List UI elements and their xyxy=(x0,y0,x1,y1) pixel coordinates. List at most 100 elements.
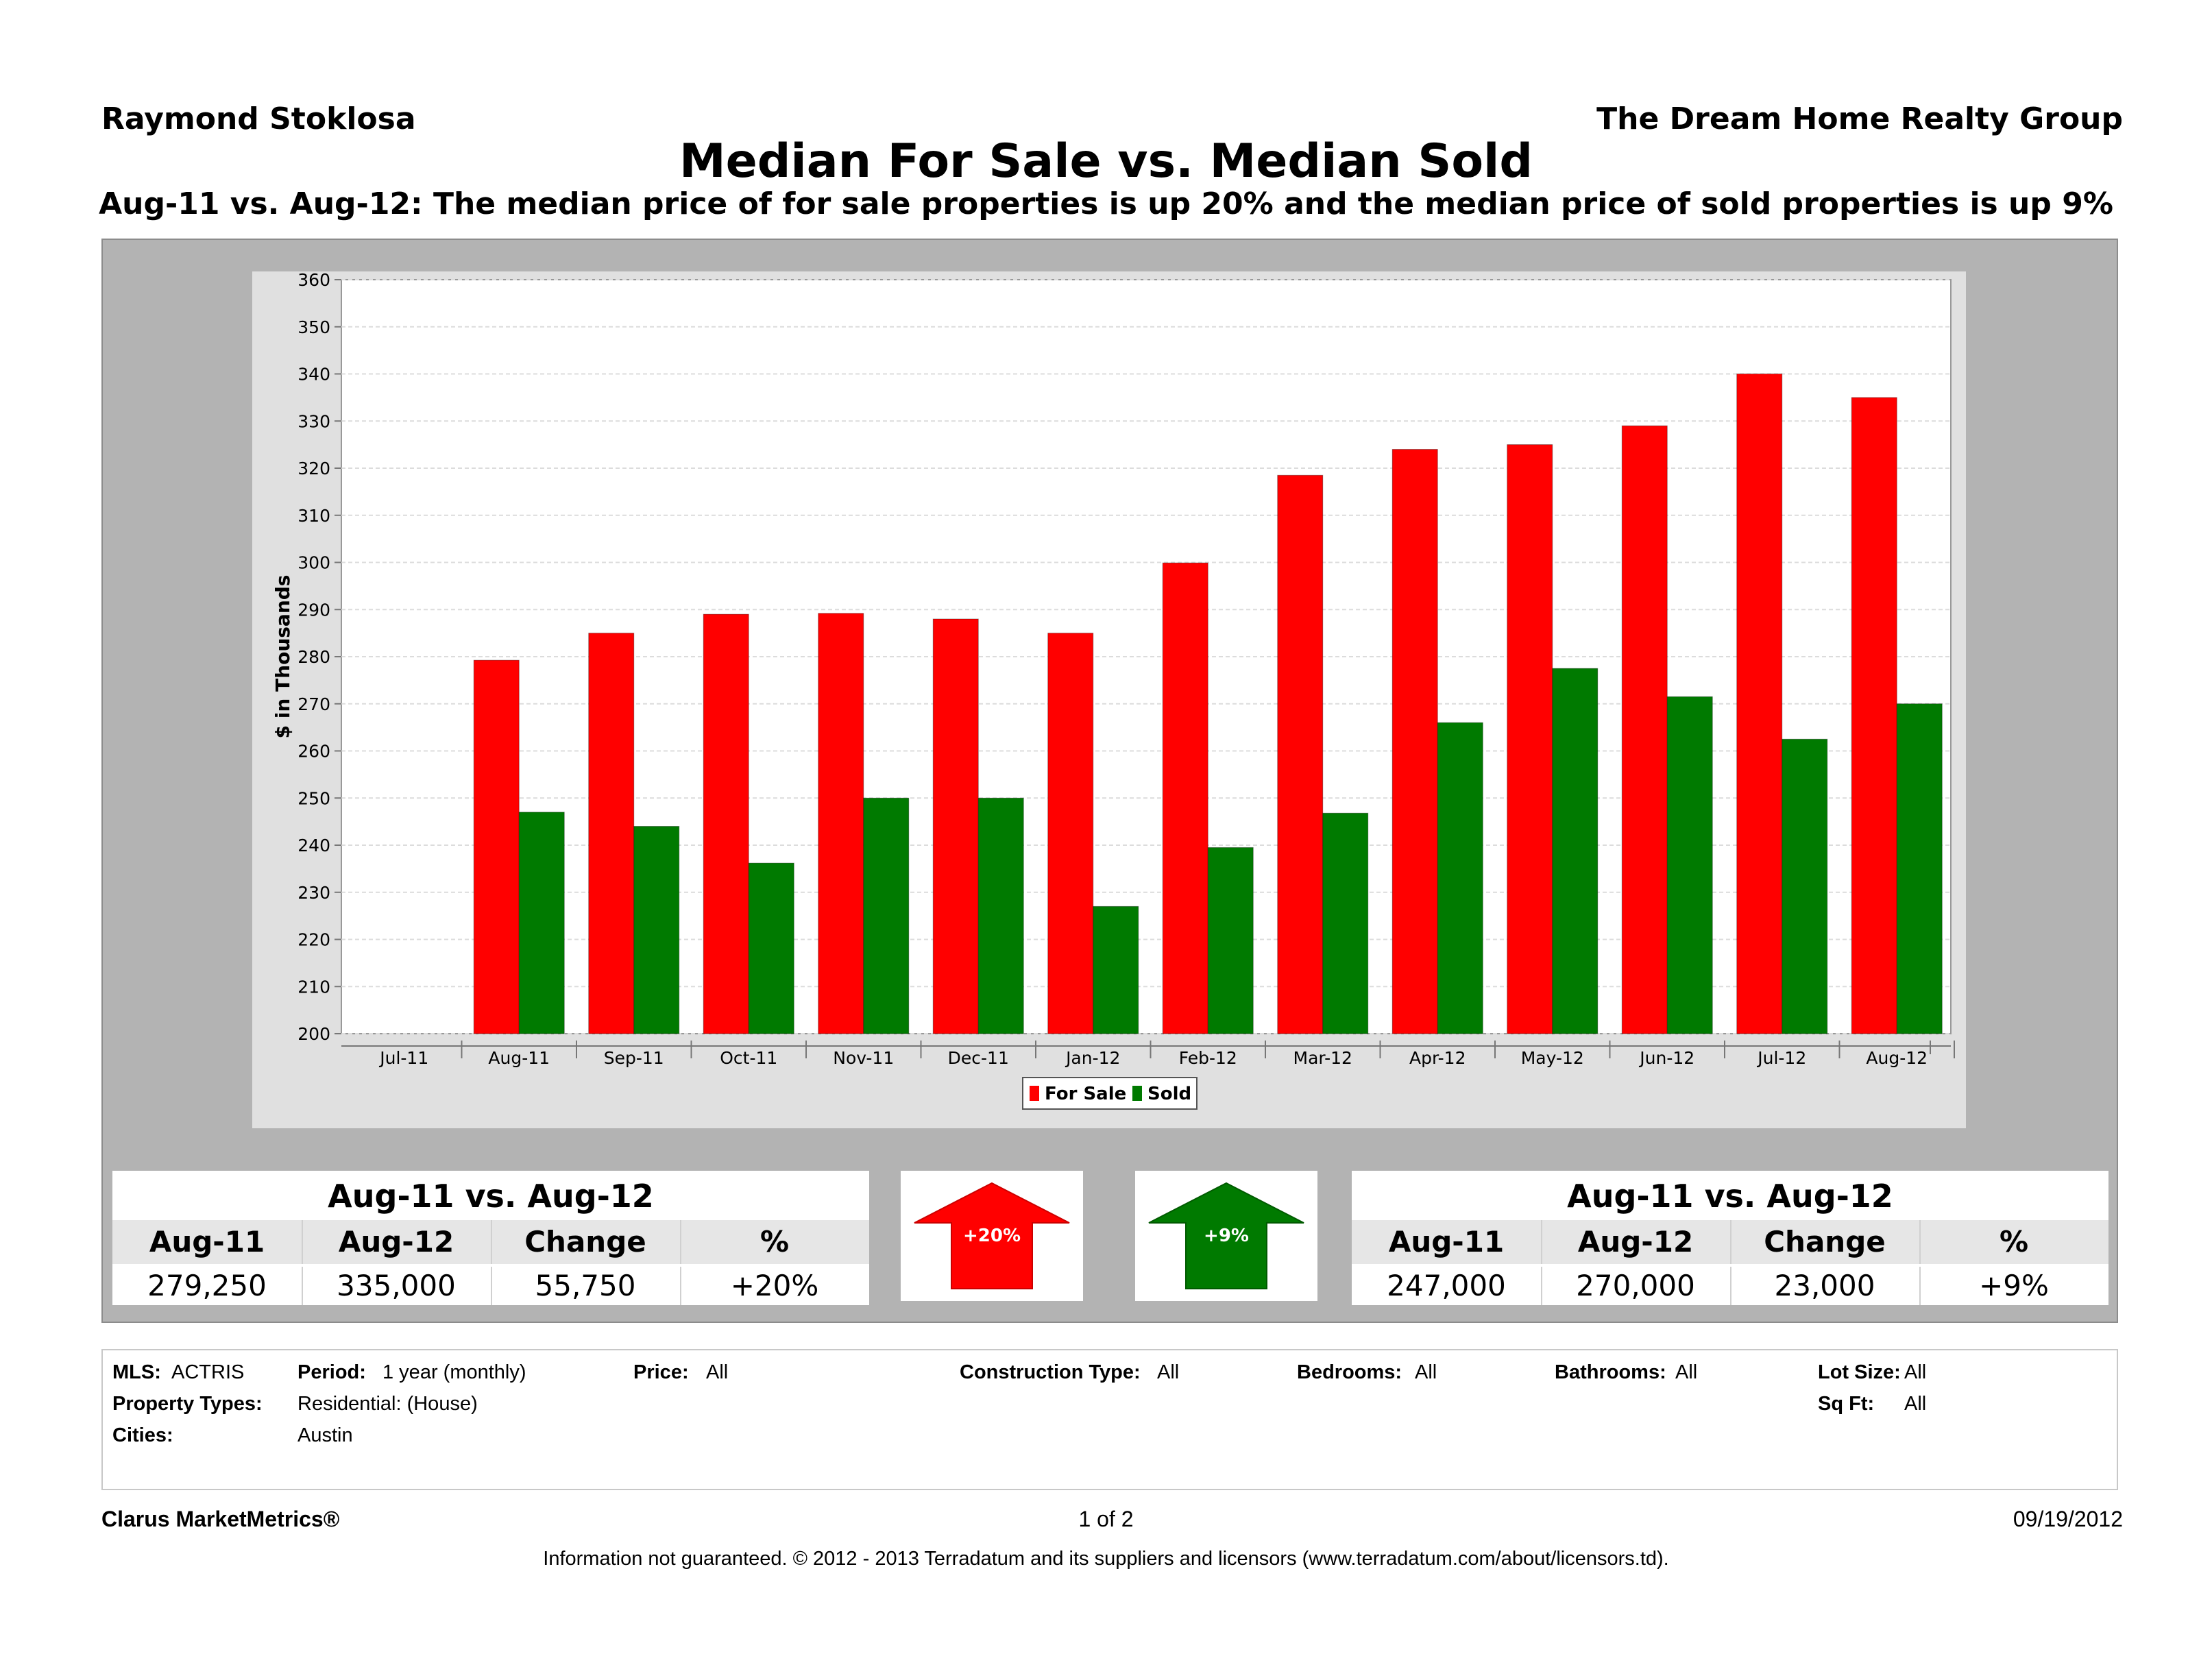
y-tick-label: 260 xyxy=(297,742,330,762)
legend-label: Sold xyxy=(1147,1084,1191,1104)
bar-for-sale xyxy=(1047,633,1094,1034)
bar-for-sale xyxy=(1621,425,1668,1034)
bathrooms-value: All xyxy=(1675,1361,1698,1383)
y-tick-label: 290 xyxy=(297,600,330,620)
sold-arrow-label: +9% xyxy=(1204,1226,1249,1246)
bar-for-sale xyxy=(473,659,520,1034)
x-tick-label: Sep-11 xyxy=(604,1048,664,1068)
report-date: 09/19/2012 xyxy=(2013,1507,2123,1531)
for-sale-stats-box: Aug-11 vs. Aug-12 Aug-11 Aug-12 Change %… xyxy=(112,1171,869,1305)
bedrooms-value: All xyxy=(1415,1361,1437,1383)
y-tick-label: 230 xyxy=(297,883,330,903)
y-tick-label: 320 xyxy=(297,459,330,478)
legend-swatch xyxy=(1030,1086,1039,1101)
company-name: The Dream Home Realty Group xyxy=(1596,101,2123,136)
bar-for-sale xyxy=(818,613,864,1034)
bar-sold xyxy=(748,862,794,1034)
for-sale-stats-value-row: 279,250 335,000 55,750 +20% xyxy=(112,1267,869,1305)
bar-sold xyxy=(977,797,1024,1034)
y-tick-label: 210 xyxy=(297,977,330,997)
for-sale-arrow-box: +20% xyxy=(901,1171,1083,1301)
x-tick-label: Oct-11 xyxy=(720,1048,777,1068)
header-cell: Change xyxy=(1764,1225,1886,1258)
bar-sold xyxy=(1437,722,1483,1034)
construction-type-value: All xyxy=(1157,1361,1180,1383)
y-tick-label: 330 xyxy=(297,411,330,431)
for-sale-stats-title: Aug-11 vs. Aug-12 xyxy=(328,1178,654,1215)
bar-sold xyxy=(633,826,680,1034)
sq-ft-value: All xyxy=(1904,1393,1927,1415)
chart-subtitle: Aug-11 vs. Aug-12: The median price of f… xyxy=(99,186,2113,221)
mls-label: MLS: xyxy=(112,1361,161,1383)
x-tick-label: Aug-11 xyxy=(488,1048,550,1068)
bar-for-sale xyxy=(1736,374,1783,1034)
y-tick-label: 200 xyxy=(297,1024,330,1044)
bar-for-sale xyxy=(932,618,979,1034)
y-tick-label: 300 xyxy=(297,553,330,573)
price-label: Price: xyxy=(633,1361,689,1383)
x-tick-label: Aug-12 xyxy=(1866,1048,1928,1068)
sold-stats-title: Aug-11 vs. Aug-12 xyxy=(1567,1178,1893,1215)
x-tick-label: Jul-11 xyxy=(378,1048,428,1068)
disclaimer: Information not guaranteed. © 2012 - 201… xyxy=(543,1548,1669,1570)
value-cell: 270,000 xyxy=(1576,1269,1695,1302)
bar-for-sale xyxy=(1391,449,1438,1034)
bar-sold xyxy=(1093,905,1139,1034)
bedrooms-label: Bedrooms: xyxy=(1297,1361,1402,1383)
header-cell: % xyxy=(759,1225,790,1258)
lot-size-value: All xyxy=(1904,1361,1927,1383)
chart-area: 200 210 220 230 240 250 260 270 280 290 300 310 320 3… xyxy=(252,271,1966,1128)
x-tick-label: Mar-12 xyxy=(1293,1048,1352,1068)
y-tick-label: 340 xyxy=(297,365,330,385)
bar-sold xyxy=(863,797,910,1034)
bar-chart: 200 210 220 230 240 250 260 270 280 290 300 310 320 3… xyxy=(271,271,1955,1110)
cities-label: Cities: xyxy=(112,1424,173,1446)
legend xyxy=(1022,1077,1198,1110)
y-tick-label: 270 xyxy=(297,694,330,714)
x-tick-label: Feb-12 xyxy=(1179,1048,1237,1068)
agent-name: Raymond Stoklosa xyxy=(101,101,416,136)
legend-label: For Sale xyxy=(1045,1084,1126,1104)
bar-sold xyxy=(518,812,565,1034)
y-tick-label: 360 xyxy=(297,271,330,290)
property-types-value: Residential: (House) xyxy=(297,1393,478,1415)
value-cell: +9% xyxy=(1979,1269,2049,1302)
page-number: 1 of 2 xyxy=(1078,1507,1134,1531)
x-tick-label: Dec-11 xyxy=(948,1048,1009,1068)
x-tick-label: Jan-12 xyxy=(1065,1048,1120,1068)
sold-stats-header-row: Aug-11 Aug-12 Change % xyxy=(1352,1220,2108,1264)
bar-sold xyxy=(1782,738,1828,1034)
bar-for-sale xyxy=(1851,397,1897,1034)
y-axis-label: $ in Thousands xyxy=(271,575,294,739)
y-tick-label: 250 xyxy=(297,788,330,808)
sold-arrow-box: +9% xyxy=(1135,1171,1317,1301)
property-types-label: Property Types: xyxy=(112,1393,263,1415)
bar-for-sale xyxy=(1162,562,1208,1034)
header-cell: Aug-12 xyxy=(1577,1225,1694,1258)
value-cell: 335,000 xyxy=(337,1269,456,1302)
lot-size-label: Lot Size: xyxy=(1818,1361,1901,1383)
bar-for-sale xyxy=(1277,474,1324,1034)
up-arrow-icon: +20% xyxy=(914,1182,1070,1289)
period-label: Period: xyxy=(297,1361,366,1383)
value-cell: 23,000 xyxy=(1774,1269,1875,1302)
filter-criteria-box: MLS: ACTRIS Period: 1 year (monthly) Pri… xyxy=(101,1349,2118,1490)
for-sale-arrow-label: +20% xyxy=(963,1226,1021,1246)
price-value: All xyxy=(706,1361,729,1383)
y-tick-label: 280 xyxy=(297,647,330,667)
header-cell: Aug-11 xyxy=(149,1225,265,1258)
header-cell: % xyxy=(1999,1225,2029,1258)
chart-title: Median For Sale vs. Median Sold xyxy=(679,134,1533,189)
value-cell: +20% xyxy=(730,1269,819,1302)
x-tick-label: Nov-11 xyxy=(833,1048,894,1068)
bar-for-sale xyxy=(588,633,635,1034)
construction-type-label: Construction Type: xyxy=(960,1361,1141,1383)
y-tick-label: 240 xyxy=(297,836,330,855)
header-cell: Aug-11 xyxy=(1388,1225,1505,1258)
sq-ft-label: Sq Ft: xyxy=(1818,1393,1875,1415)
bar-for-sale xyxy=(703,613,749,1034)
x-tick-label: Apr-12 xyxy=(1409,1048,1466,1068)
x-tick-label: May-12 xyxy=(1521,1048,1584,1068)
value-cell: 55,750 xyxy=(535,1269,636,1302)
sold-stats-value-row: 247,000 270,000 23,000 +9% xyxy=(1352,1267,2108,1305)
